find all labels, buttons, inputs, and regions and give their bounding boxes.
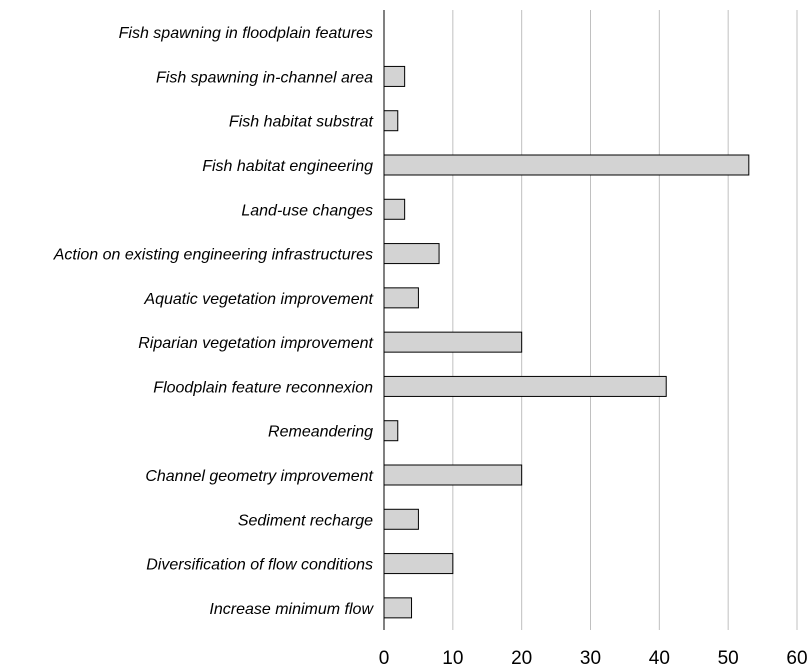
x-tick-labels: 0 10 20 30 40 50 60 xyxy=(379,648,808,669)
x-tick-label: 30 xyxy=(580,648,601,669)
category-label: Fish spawning in-channel area xyxy=(156,69,373,86)
gridlines xyxy=(452,10,798,630)
category-label: Sediment recharge xyxy=(238,512,373,529)
bar xyxy=(383,375,667,397)
category-label: Increase minimum flow xyxy=(209,601,374,618)
bar xyxy=(383,508,419,530)
bar xyxy=(383,553,454,575)
bars xyxy=(383,65,750,619)
bar xyxy=(383,597,413,619)
category-label: Fish habitat engineering xyxy=(202,158,373,175)
category-label: Fish habitat substrat xyxy=(229,114,374,131)
category-label: Land-use changes xyxy=(241,202,373,219)
category-labels: Fish spawning in floodplain features Fish… xyxy=(53,25,375,618)
x-tick-label: 40 xyxy=(649,648,670,669)
bar xyxy=(383,287,419,309)
category-label: Riparian vegetation improvement xyxy=(138,335,373,352)
x-tick-label: 60 xyxy=(786,648,807,669)
x-tick-label: 20 xyxy=(511,648,532,669)
bar xyxy=(383,243,440,265)
category-label: Diversification of flow conditions xyxy=(146,557,373,574)
bar xyxy=(383,154,750,176)
category-label: Floodplain feature reconnexion xyxy=(153,379,373,396)
bar xyxy=(383,464,523,486)
bar xyxy=(383,198,406,220)
bar xyxy=(383,65,406,87)
category-label: Remeandering xyxy=(268,424,373,441)
category-label: Aquatic vegetation improvement xyxy=(143,291,373,308)
x-tick-label: 50 xyxy=(718,648,739,669)
category-label: Channel geometry improvement xyxy=(145,468,373,485)
bar xyxy=(383,420,399,442)
category-label: Fish spawning in floodplain features xyxy=(119,25,373,42)
category-label: Action on existing engineering infrastru… xyxy=(53,247,373,264)
x-tick-label: 10 xyxy=(442,648,463,669)
x-tick-label: 0 xyxy=(379,648,390,669)
bar xyxy=(383,110,399,132)
bar xyxy=(383,331,523,353)
